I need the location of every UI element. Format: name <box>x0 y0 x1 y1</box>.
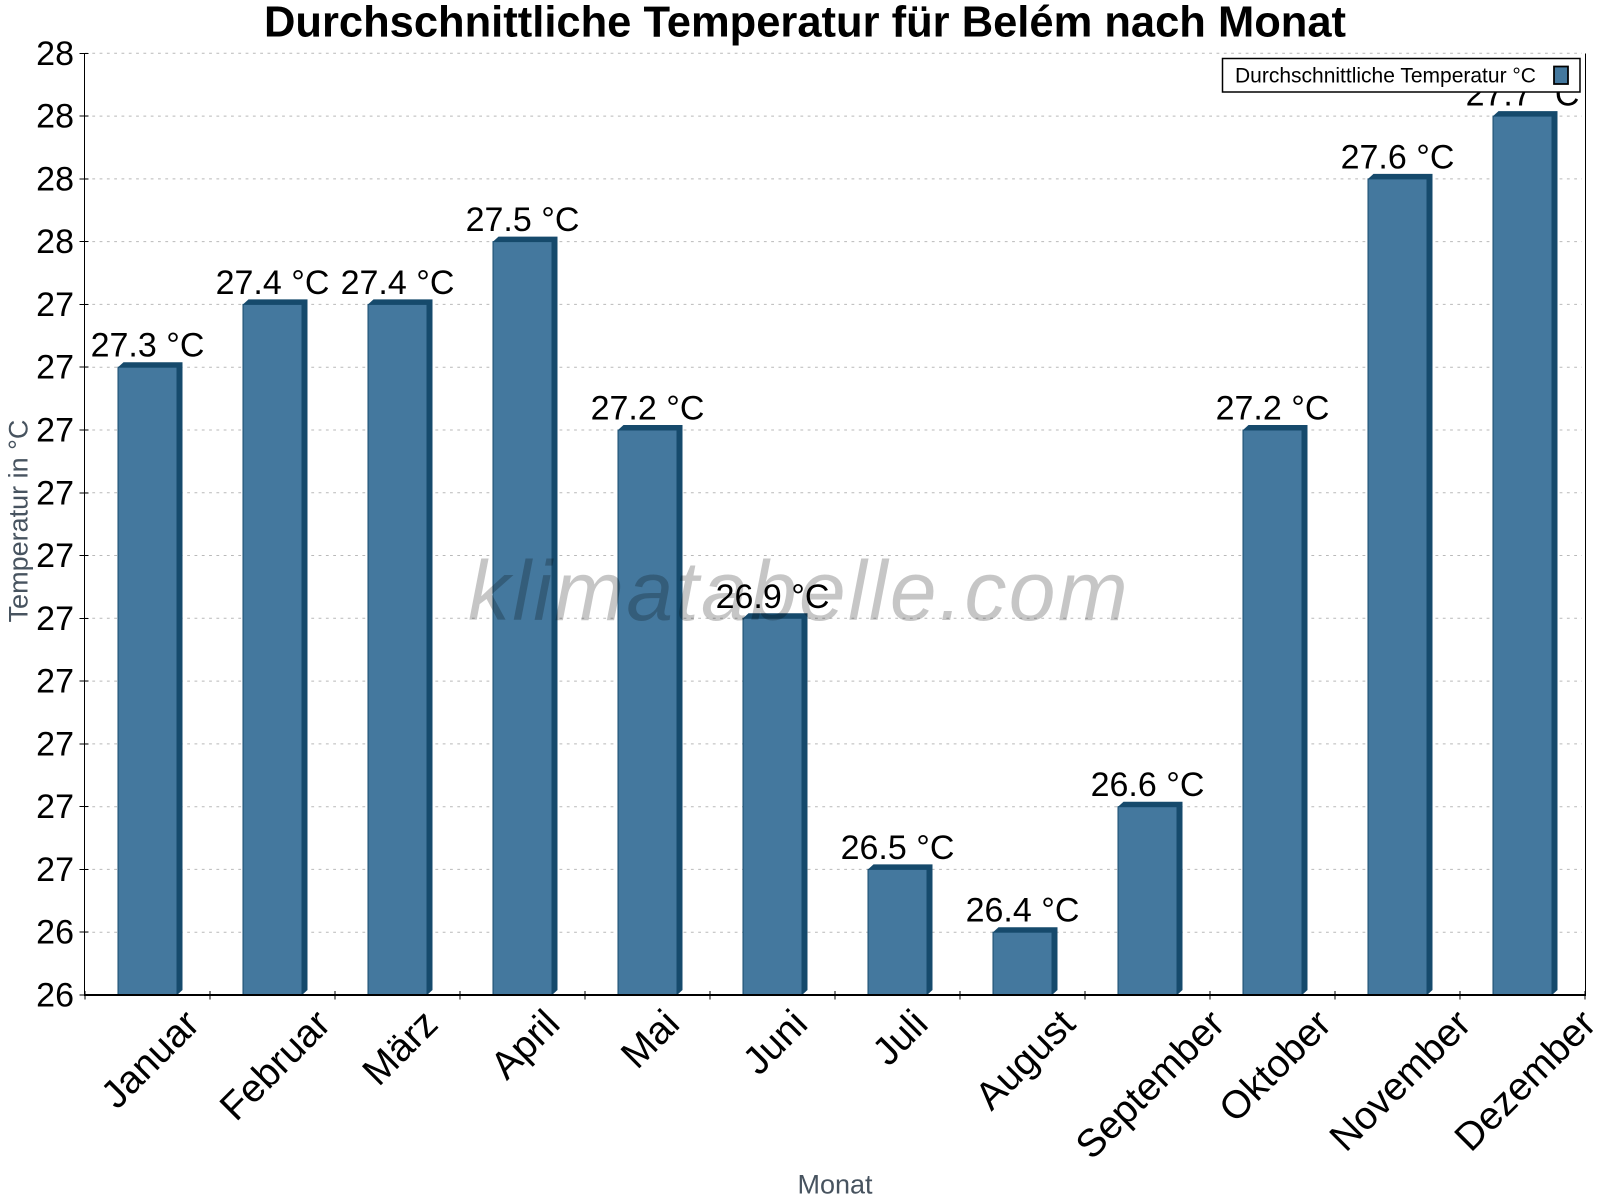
svg-text:27: 27 <box>36 600 74 638</box>
svg-text:27.5 °C: 27.5 °C <box>466 201 580 239</box>
svg-text:27.2 °C: 27.2 °C <box>591 390 705 428</box>
svg-text:27: 27 <box>36 474 74 512</box>
svg-text:26: 26 <box>36 914 74 952</box>
svg-text:26.6 °C: 26.6 °C <box>1091 766 1205 804</box>
svg-text:27.4 °C: 27.4 °C <box>341 264 455 302</box>
svg-text:Durchschnittliche Temperatur °: Durchschnittliche Temperatur °C <box>1235 65 1536 88</box>
svg-text:28: 28 <box>36 223 74 261</box>
svg-text:26.5 °C: 26.5 °C <box>841 829 955 867</box>
svg-text:28: 28 <box>36 160 74 198</box>
svg-text:27: 27 <box>36 663 74 701</box>
svg-text:27: 27 <box>36 788 74 826</box>
svg-text:27: 27 <box>36 286 74 324</box>
svg-text:26.9 °C: 26.9 °C <box>716 578 830 616</box>
svg-text:27.3 °C: 27.3 °C <box>91 327 205 365</box>
svg-text:26.4 °C: 26.4 °C <box>966 892 1080 930</box>
svg-text:27: 27 <box>36 851 74 889</box>
svg-text:27: 27 <box>36 537 74 575</box>
svg-text:28: 28 <box>36 35 74 73</box>
svg-text:27.4 °C: 27.4 °C <box>216 264 330 302</box>
svg-text:27.2 °C: 27.2 °C <box>1216 390 1330 428</box>
svg-text:Monat: Monat <box>797 1170 873 1200</box>
svg-text:27: 27 <box>36 725 74 763</box>
svg-text:27: 27 <box>36 349 74 387</box>
svg-text:Temperatur in °C: Temperatur in °C <box>4 420 34 623</box>
svg-text:27.6 °C: 27.6 °C <box>1341 138 1455 176</box>
svg-text:Durchschnittliche Temperatur f: Durchschnittliche Temperatur für Belém n… <box>264 0 1346 47</box>
svg-text:klimatabelle.com: klimatabelle.com <box>468 544 1130 638</box>
svg-text:27: 27 <box>36 412 74 450</box>
svg-text:28: 28 <box>36 98 74 136</box>
svg-text:26: 26 <box>36 977 74 1015</box>
